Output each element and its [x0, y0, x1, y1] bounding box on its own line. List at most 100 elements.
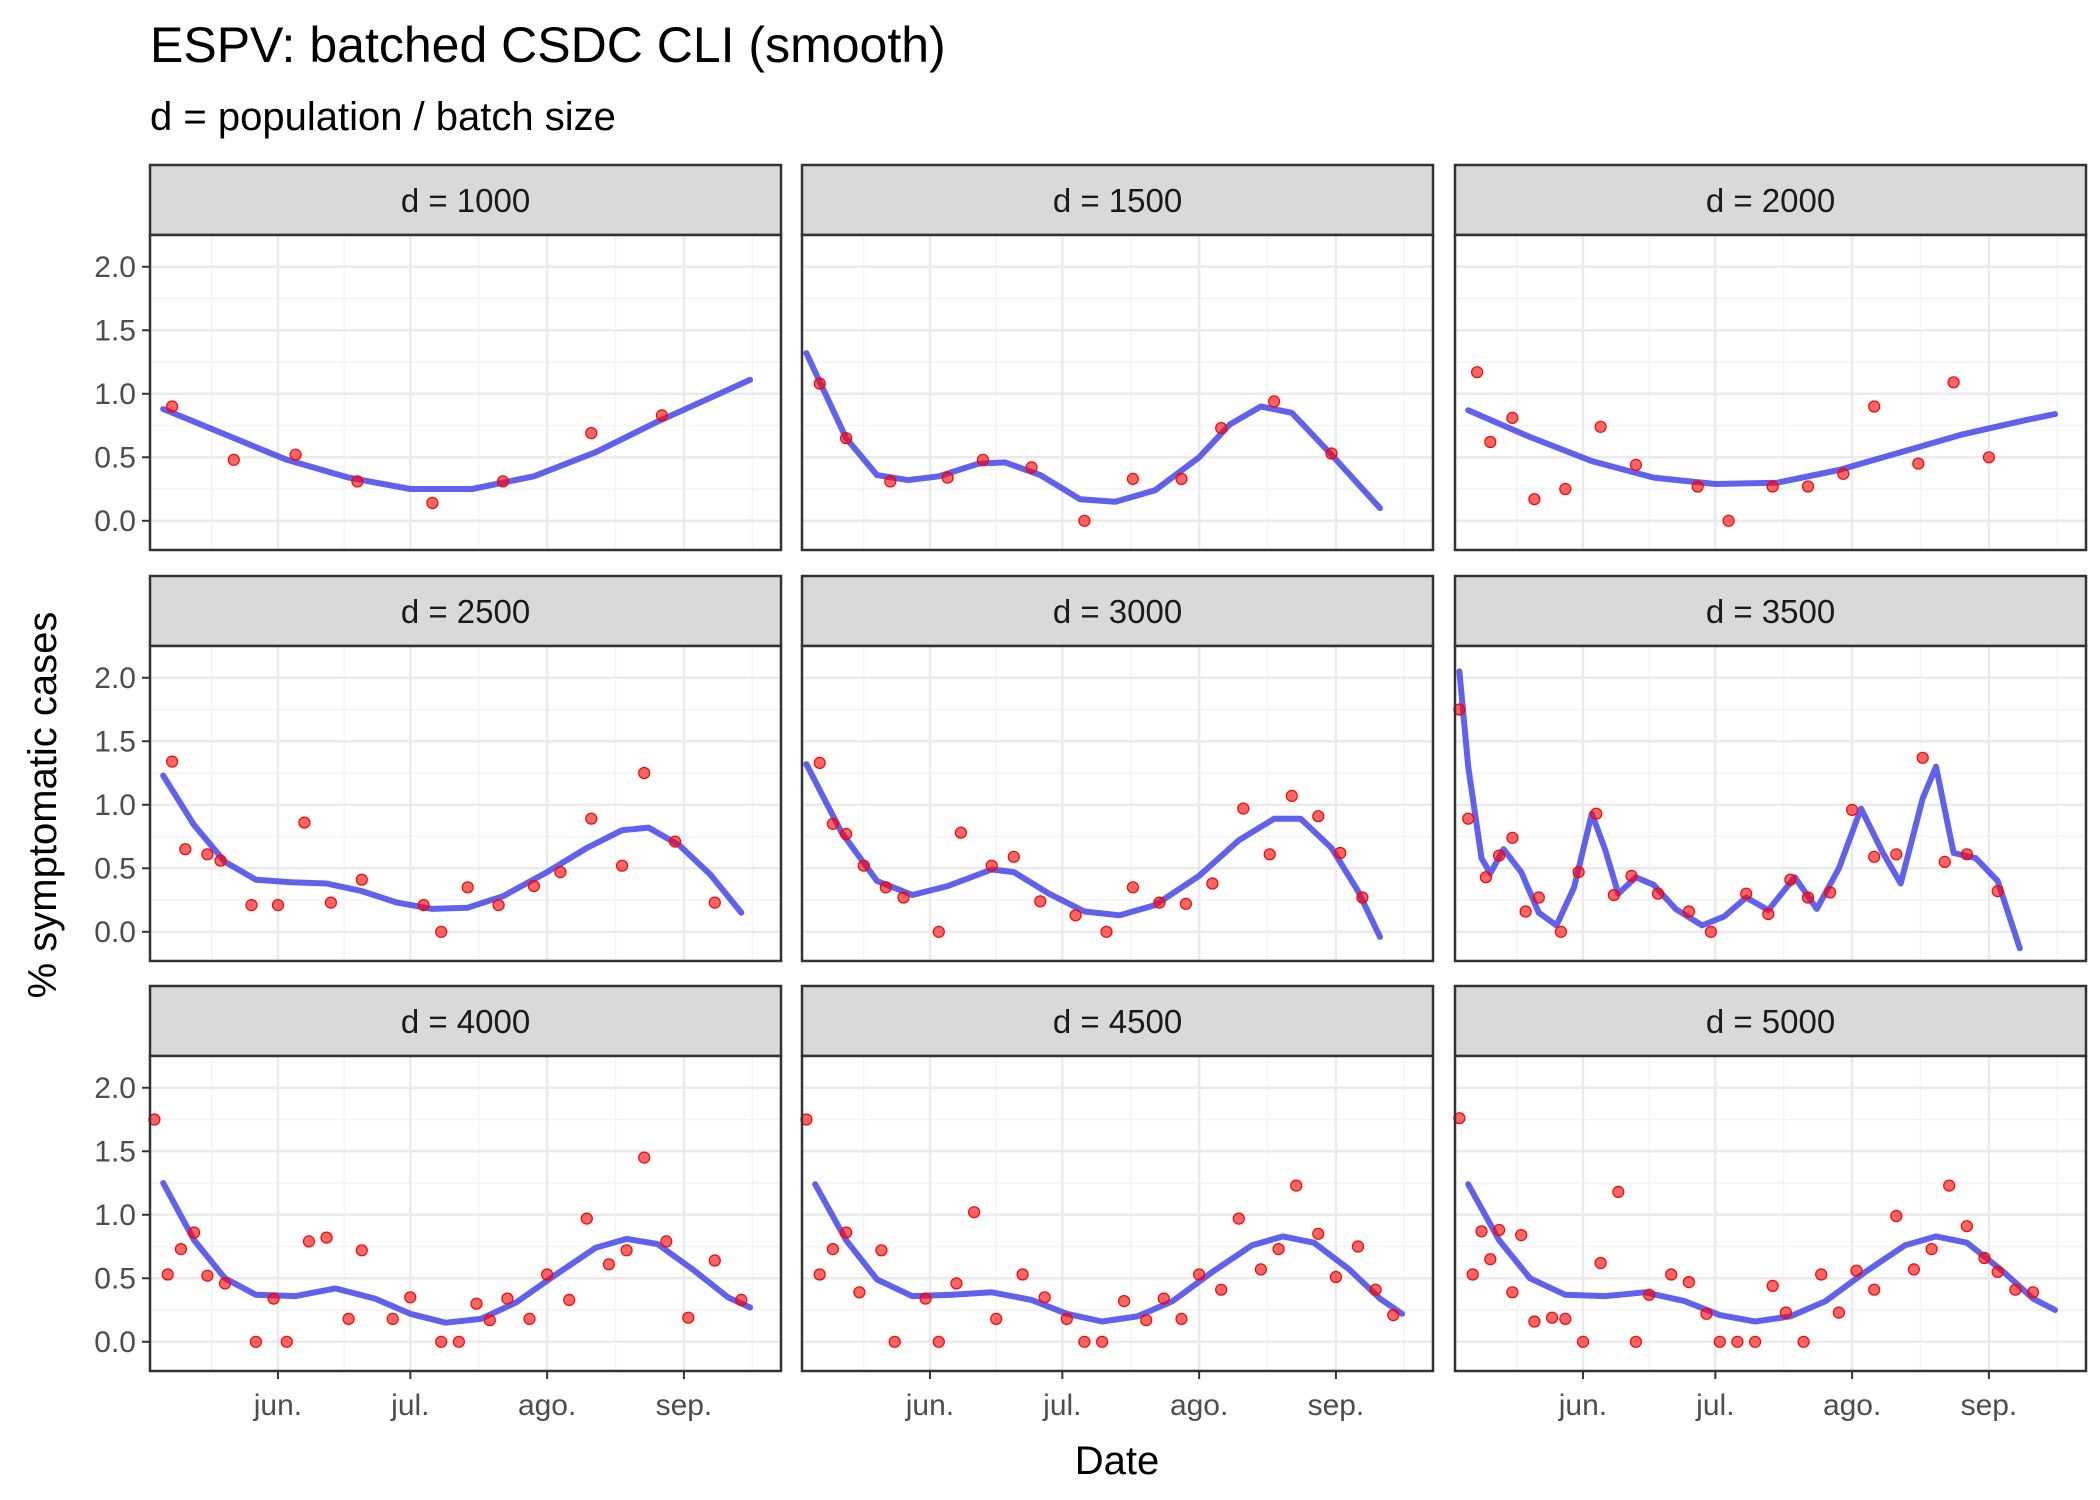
- data-point: [527, 879, 541, 893]
- data-point: [1466, 1268, 1479, 1281]
- data-point: [1665, 1268, 1678, 1281]
- data-point: [638, 766, 651, 780]
- facet-panel: d = 3500: [1453, 574, 2088, 963]
- data-point: [1312, 810, 1325, 823]
- x-tick-label: ago.: [1170, 1389, 1228, 1422]
- x-tick-label: jul.: [390, 1389, 429, 1422]
- data-point: [1215, 422, 1228, 435]
- data-point: [585, 812, 598, 825]
- facet-panel: d = 3000: [800, 574, 1435, 963]
- y-tick-label: 1.5: [94, 725, 136, 758]
- data-point: [218, 1277, 232, 1290]
- data-point: [1462, 812, 1475, 825]
- x-tick-label: jun.: [253, 1389, 302, 1422]
- plot-background: [1455, 1056, 2086, 1371]
- data-point: [452, 1335, 465, 1348]
- data-point: [1740, 887, 1753, 900]
- facet-strip-label: d = 1500: [1053, 182, 1182, 219]
- facet-panel: d = 4500 jun. jul. ago. sep.: [800, 984, 1435, 1422]
- facet-strip-label: d = 1000: [401, 182, 530, 219]
- data-point: [1290, 1179, 1303, 1192]
- data-point: [735, 1293, 748, 1307]
- data-point: [1126, 881, 1140, 894]
- data-point: [1038, 1291, 1051, 1304]
- data-point: [1651, 887, 1665, 900]
- data-point: [320, 1231, 333, 1244]
- facet-panel: d = 2500 0.0 0.5 1.0 1.5 2.0: [94, 574, 783, 963]
- y-tick-label: 0.5: [94, 1262, 136, 1295]
- data-point: [1356, 891, 1369, 904]
- data-point: [496, 475, 510, 488]
- data-point: [188, 1226, 201, 1239]
- data-point: [1559, 1312, 1572, 1326]
- data-point: [1175, 472, 1188, 485]
- data-point: [161, 1268, 174, 1281]
- data-point: [174, 1242, 187, 1256]
- facet-strip-label: d = 3500: [1706, 593, 1835, 630]
- data-point: [826, 1242, 840, 1256]
- facet-strip-label: d = 2000: [1706, 182, 1835, 219]
- data-point: [1153, 896, 1166, 909]
- data-point: [839, 1226, 853, 1239]
- data-point: [602, 1258, 616, 1271]
- data-point: [1492, 1223, 1506, 1237]
- data-point: [1528, 493, 1541, 506]
- data-point: [1823, 886, 1837, 899]
- data-point: [492, 898, 505, 912]
- data-point: [655, 409, 669, 422]
- y-tick-label: 0.5: [94, 852, 136, 885]
- panel-border: [148, 644, 783, 963]
- data-point: [682, 1311, 695, 1324]
- facet-strip: [800, 574, 1435, 648]
- data-point: [1850, 1264, 1863, 1277]
- data-point: [267, 1292, 280, 1305]
- x-tick-label: sep.: [656, 1389, 713, 1422]
- data-point: [166, 400, 179, 413]
- data-point: [1982, 451, 1996, 464]
- facet-panel: d = 1000 0.0 0.5 1.0 1.5 2.0: [94, 163, 783, 552]
- data-point: [1312, 1227, 1325, 1240]
- smooth-line: [160, 376, 754, 492]
- data-point: [888, 1335, 901, 1348]
- chart-subtitle: d = population / batch size: [150, 95, 616, 139]
- data-point: [941, 471, 954, 484]
- data-point: [967, 1206, 981, 1219]
- data-point: [1470, 366, 1484, 379]
- data-point: [563, 1293, 576, 1307]
- data-point: [1801, 891, 1815, 904]
- data-point: [660, 1235, 673, 1248]
- data-point: [580, 1212, 593, 1225]
- data-point: [1938, 855, 1951, 869]
- data-point: [1960, 1220, 1974, 1233]
- data-point: [435, 1335, 448, 1348]
- data-point: [1175, 1312, 1188, 1326]
- data-point: [1506, 411, 1519, 424]
- facet-strip-label: d = 4000: [401, 1003, 530, 1040]
- x-tick-label: sep.: [1961, 1389, 2018, 1422]
- data-point: [1519, 905, 1532, 918]
- data-point: [585, 427, 598, 440]
- y-tick-label: 0.0: [94, 1326, 136, 1359]
- plot-background: [150, 1056, 781, 1371]
- facet-strip: [1453, 163, 2088, 237]
- data-point: [1779, 1306, 1793, 1319]
- x-tick-label: jul.: [1042, 1389, 1081, 1422]
- data-point: [1387, 1308, 1400, 1322]
- data-point: [386, 1312, 399, 1326]
- smooth-line: [812, 1181, 1406, 1325]
- x-tick-label: jul.: [1695, 1389, 1734, 1422]
- data-point: [470, 1297, 483, 1310]
- data-point: [668, 835, 682, 848]
- data-point: [813, 1268, 826, 1281]
- data-point: [298, 816, 311, 829]
- data-point: [355, 1244, 368, 1257]
- data-point: [1325, 447, 1338, 460]
- panel-border: [148, 1054, 783, 1373]
- data-point: [1612, 1185, 1625, 1199]
- data-point: [554, 865, 567, 879]
- data-point: [985, 859, 998, 872]
- data-point: [1267, 395, 1281, 408]
- data-point: [1594, 1256, 1607, 1270]
- data-point: [1991, 1265, 2004, 1279]
- y-tick-label: 0.0: [94, 505, 136, 538]
